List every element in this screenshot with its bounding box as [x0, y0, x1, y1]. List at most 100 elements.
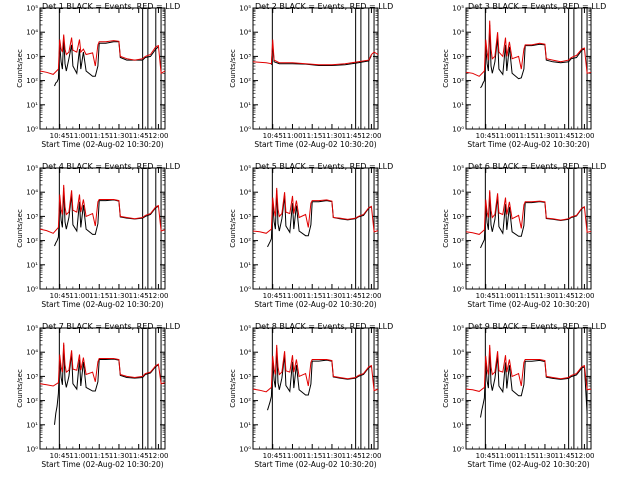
y-axis-label: Counts/sec — [229, 49, 237, 88]
y-tick-label: 10³ — [452, 213, 464, 221]
lld-series — [39, 342, 166, 387]
y-tick-label: 10² — [26, 397, 38, 405]
x-axis-label: Start Time (02-Aug-02 10:30:20) — [254, 140, 376, 149]
x-tick-label: 12:00 — [574, 132, 594, 140]
x-tick-label: 11:15 — [302, 292, 322, 300]
y-tick-label: 10⁴ — [452, 349, 464, 357]
y-tick-label: 10⁵ — [239, 165, 251, 173]
x-tick-label: 11:15 — [89, 292, 109, 300]
x-tick-label: 12:00 — [361, 292, 381, 300]
x-tick-label: 11:45 — [342, 452, 362, 460]
x-tick-label: 11:00 — [495, 452, 515, 460]
x-tick-label: 11:30 — [535, 292, 555, 300]
y-tick-label: 10² — [452, 237, 464, 245]
x-tick-label: 12:00 — [148, 292, 168, 300]
x-tick-label: 10:45 — [50, 452, 70, 460]
y-tick-label: 10⁴ — [26, 189, 38, 197]
y-tick-label: 10¹ — [239, 101, 251, 109]
x-tick-label: 11:15 — [89, 132, 109, 140]
events-series — [267, 347, 372, 411]
x-tick-label: 11:45 — [555, 452, 575, 460]
x-tick-label: 11:45 — [555, 132, 575, 140]
panel-2: Det 2 BLACK = Events, RED = LLD 10⁰ 10¹ 10²… — [229, 2, 393, 149]
y-tick-label: 10⁵ — [26, 165, 38, 173]
y-tick-label: 10⁵ — [26, 5, 38, 13]
y-tick-label: 10⁵ — [452, 5, 464, 13]
lld-series — [465, 20, 592, 77]
panel-8: Det 8 BLACK = Events, RED = LLD 10⁰ 10¹ 10²… — [229, 322, 393, 469]
y-tick-label: 10¹ — [239, 421, 251, 429]
x-tick-label: 11:30 — [322, 292, 342, 300]
panel-title: Det 8 BLACK = Events, RED = LLD — [255, 322, 393, 331]
panel-title: Det 7 BLACK = Events, RED = LLD — [42, 322, 180, 331]
y-tick-label: 10⁰ — [26, 126, 38, 134]
y-tick-label: 10³ — [239, 213, 251, 221]
x-tick-label: 10:45 — [263, 132, 283, 140]
y-tick-label: 10¹ — [452, 421, 464, 429]
y-tick-label: 10⁵ — [26, 325, 38, 333]
panel-6: Det 6 BLACK = Events, RED = LLD 10⁰ 10¹ 10²… — [442, 162, 606, 309]
panel-3: Det 3 BLACK = Events, RED = LLD 10⁰ 10¹ 10²… — [442, 2, 606, 149]
x-axis-label: Start Time (02-Aug-02 10:30:20) — [467, 460, 589, 469]
events-series — [267, 190, 372, 248]
x-tick-label: 11:45 — [342, 132, 362, 140]
x-tick-label: 12:00 — [574, 292, 594, 300]
x-tick-label: 10:45 — [263, 452, 283, 460]
y-tick-label: 10⁴ — [239, 349, 251, 357]
y-tick-label: 10⁰ — [452, 126, 464, 134]
x-tick-label: 12:00 — [361, 452, 381, 460]
y-tick-label: 10⁴ — [239, 189, 251, 197]
panel-title: Det 6 BLACK = Events, RED = LLD — [468, 162, 606, 171]
y-axis-label: Counts/sec — [229, 209, 237, 248]
y-tick-label: 10³ — [26, 53, 38, 61]
lld-series — [465, 344, 592, 392]
x-tick-label: 11:00 — [69, 452, 89, 460]
events-series — [54, 344, 159, 425]
y-tick-label: 10¹ — [452, 101, 464, 109]
x-tick-label: 11:15 — [302, 452, 322, 460]
panel-title: Det 9 BLACK = Events, RED = LLD — [468, 322, 606, 331]
x-tick-label: 10:45 — [263, 292, 283, 300]
plot-frame — [39, 327, 166, 450]
x-tick-label: 11:30 — [109, 132, 129, 140]
x-tick-label: 11:15 — [302, 132, 322, 140]
x-tick-label: 11:30 — [322, 132, 342, 140]
y-axis-label: Counts/sec — [442, 49, 450, 88]
lld-series — [252, 39, 379, 66]
y-tick-label: 10¹ — [26, 101, 38, 109]
y-tick-label: 10⁰ — [452, 446, 464, 454]
y-tick-label: 10² — [239, 237, 251, 245]
x-tick-label: 10:45 — [50, 292, 70, 300]
y-axis-label: Counts/sec — [442, 209, 450, 248]
plot-frame — [39, 167, 166, 290]
y-tick-label: 10² — [26, 237, 38, 245]
panel-title: Det 4 BLACK = Events, RED = LLD — [42, 162, 180, 171]
x-tick-label: 11:30 — [322, 452, 342, 460]
y-axis-label: Counts/sec — [229, 369, 237, 408]
y-tick-label: 10⁴ — [26, 29, 38, 37]
x-tick-label: 11:45 — [129, 132, 149, 140]
x-tick-label: 11:45 — [342, 292, 362, 300]
x-tick-label: 10:45 — [476, 292, 496, 300]
y-tick-label: 10¹ — [26, 261, 38, 269]
plot-frame — [252, 7, 379, 130]
x-tick-label: 11:30 — [109, 292, 129, 300]
lld-series — [39, 184, 166, 234]
y-tick-label: 10⁵ — [452, 165, 464, 173]
events-series — [480, 347, 588, 418]
plot-frame — [465, 167, 592, 290]
x-tick-label: 11:15 — [515, 452, 535, 460]
panel-4: Det 4 BLACK = Events, RED = LLD 10⁰ 10¹ 10²… — [16, 162, 180, 309]
x-tick-label: 10:45 — [476, 452, 496, 460]
x-tick-label: 11:00 — [69, 292, 89, 300]
y-tick-label: 10⁰ — [452, 286, 464, 294]
x-tick-label: 11:30 — [535, 452, 555, 460]
y-tick-label: 10³ — [452, 373, 464, 381]
x-axis-label: Start Time (02-Aug-02 10:30:20) — [467, 140, 589, 149]
y-axis-label: Counts/sec — [16, 49, 24, 88]
y-tick-label: 10⁴ — [452, 189, 464, 197]
y-tick-label: 10³ — [26, 213, 38, 221]
x-tick-label: 11:00 — [282, 452, 302, 460]
